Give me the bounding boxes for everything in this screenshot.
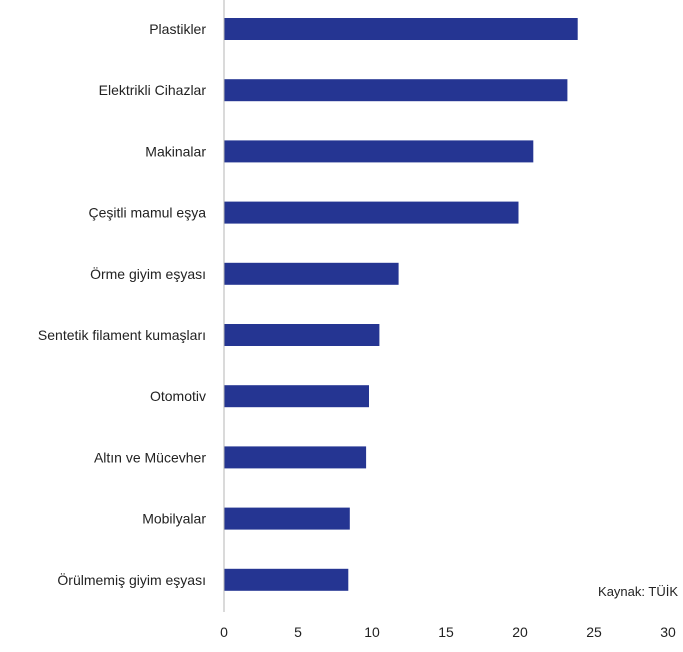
x-tick-label-25: 25 [586,624,602,640]
bar-9 [224,507,350,530]
category-label-8: Altın ve Mücevher [94,449,206,465]
bar-8 [224,446,367,469]
bar-7 [224,385,369,408]
category-label-9: Mobilyalar [142,511,206,527]
category-label-5: Örme giyim eşyası [90,265,206,282]
category-label-6: Sentetik filament kumaşları [38,327,206,343]
x-tick-label-15: 15 [438,624,454,640]
bars-group [224,18,578,591]
x-tick-label-20: 20 [512,624,528,640]
source-note: Kaynak: TÜİK [598,584,678,599]
category-label-3: Makinalar [145,143,206,159]
bar-6 [224,324,380,346]
category-label-7: Otomotiv [150,388,206,404]
bar-10 [224,568,349,591]
bar-3 [224,140,534,163]
bar-1 [224,18,578,40]
x-tick-label-10: 10 [364,624,380,640]
x-tick-labels: 0 5 10 15 20 25 30 [220,624,676,640]
category-label-10: Örülmemiş giyim eşyası [57,571,206,588]
category-label-2: Elektrikli Cihazlar [99,82,207,98]
category-label-4: Çeşitli mamul eşya [89,205,207,221]
x-tick-label-30: 30 [660,624,676,640]
bar-5 [224,262,399,285]
category-label-1: Plastikler [149,21,206,37]
category-labels: Plastikler Elektrikli Cihazlar Makinalar Çe… [38,21,206,588]
bar-2 [224,79,568,102]
bar-4 [224,201,519,224]
x-tick-label-5: 5 [294,624,302,640]
x-tick-label-0: 0 [220,624,228,640]
